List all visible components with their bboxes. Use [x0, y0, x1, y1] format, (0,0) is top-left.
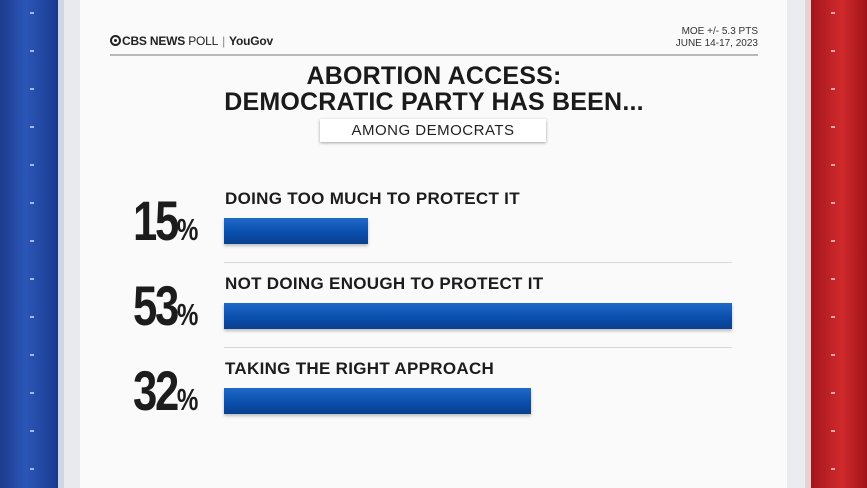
stripe-tick — [30, 12, 34, 14]
stripe-tick — [30, 392, 34, 394]
brand-cbs: CBS NEWS — [122, 34, 186, 48]
left-stripe-ticks — [30, 0, 40, 488]
stripe-tick — [30, 468, 34, 470]
right-stripe-edge — [805, 0, 811, 488]
brand-poll: POLL — [188, 34, 219, 48]
bar — [224, 388, 531, 414]
stripe-tick — [831, 354, 835, 356]
stripe-tick — [831, 50, 835, 52]
brand-logo: CBS NEWS POLL | YouGov — [110, 34, 273, 48]
stripe-tick — [831, 164, 835, 166]
stripe-tick — [30, 316, 34, 318]
bar-row: 32% TAKING THE RIGHT APPROACH — [0, 359, 867, 439]
right-stripe-ticks — [831, 0, 841, 488]
brand-separator: | — [222, 34, 226, 48]
stripe-tick — [30, 126, 34, 128]
stripe-tick — [30, 88, 34, 90]
brand-partner: YouGov — [229, 34, 273, 48]
header-bar: CBS NEWS POLL | YouGov MOE +/- 5.3 PTS JUN… — [110, 24, 758, 56]
left-blue-stripe — [0, 0, 58, 488]
category-label: NOT DOING ENOUGH TO PROTECT IT — [225, 274, 544, 293]
chart-title-line1: ABORTION ACCESS: — [306, 62, 562, 90]
stripe-tick — [831, 240, 835, 242]
value-number: 15 — [133, 189, 179, 252]
bar-row: 53% NOT DOING ENOUGH TO PROTECT IT — [0, 274, 867, 354]
category-label: TAKING THE RIGHT APPROACH — [225, 359, 495, 378]
value-unit: % — [176, 382, 199, 417]
stripe-tick — [30, 430, 34, 432]
chart-subtitle: AMONG DEMOCRATS — [320, 119, 546, 142]
stripe-tick — [30, 50, 34, 52]
category-label: DOING TOO MUCH TO PROTECT IT — [225, 189, 520, 208]
value-unit: % — [176, 297, 199, 332]
value-label: 15% — [133, 193, 198, 258]
moe-text: MOE +/- 5.3 PTS — [681, 26, 758, 37]
stripe-tick — [831, 12, 835, 14]
right-red-stripe — [811, 0, 867, 488]
bar — [224, 303, 732, 329]
value-number: 53 — [133, 274, 179, 337]
stripe-tick — [831, 126, 835, 128]
stripe-tick — [831, 278, 835, 280]
chart-title-line2: DEMOCRATIC PARTY HAS BEEN... — [224, 88, 644, 116]
value-label: 53% — [133, 278, 198, 343]
value-unit: % — [176, 212, 199, 247]
value-number: 32 — [133, 359, 179, 422]
bar-row: 15% DOING TOO MUCH TO PROTECT IT — [0, 189, 867, 269]
stripe-tick — [30, 240, 34, 242]
stripe-tick — [831, 202, 835, 204]
bar — [224, 218, 368, 244]
row-divider — [224, 347, 732, 348]
poll-info: MOE +/- 5.3 PTS JUNE 14-17, 2023 — [676, 26, 758, 50]
stripe-tick — [831, 392, 835, 394]
stripe-tick — [30, 354, 34, 356]
stripe-tick — [831, 430, 835, 432]
cbs-eye-icon — [110, 35, 121, 46]
left-stripe-edge — [58, 0, 64, 488]
stripe-tick — [30, 164, 34, 166]
stripe-tick — [831, 316, 835, 318]
row-divider — [224, 262, 732, 263]
stripe-tick — [30, 202, 34, 204]
value-label: 32% — [133, 363, 198, 428]
stripe-tick — [831, 468, 835, 470]
stripe-tick — [831, 88, 835, 90]
stripe-tick — [30, 278, 34, 280]
poll-dates: JUNE 14-17, 2023 — [675, 38, 758, 49]
